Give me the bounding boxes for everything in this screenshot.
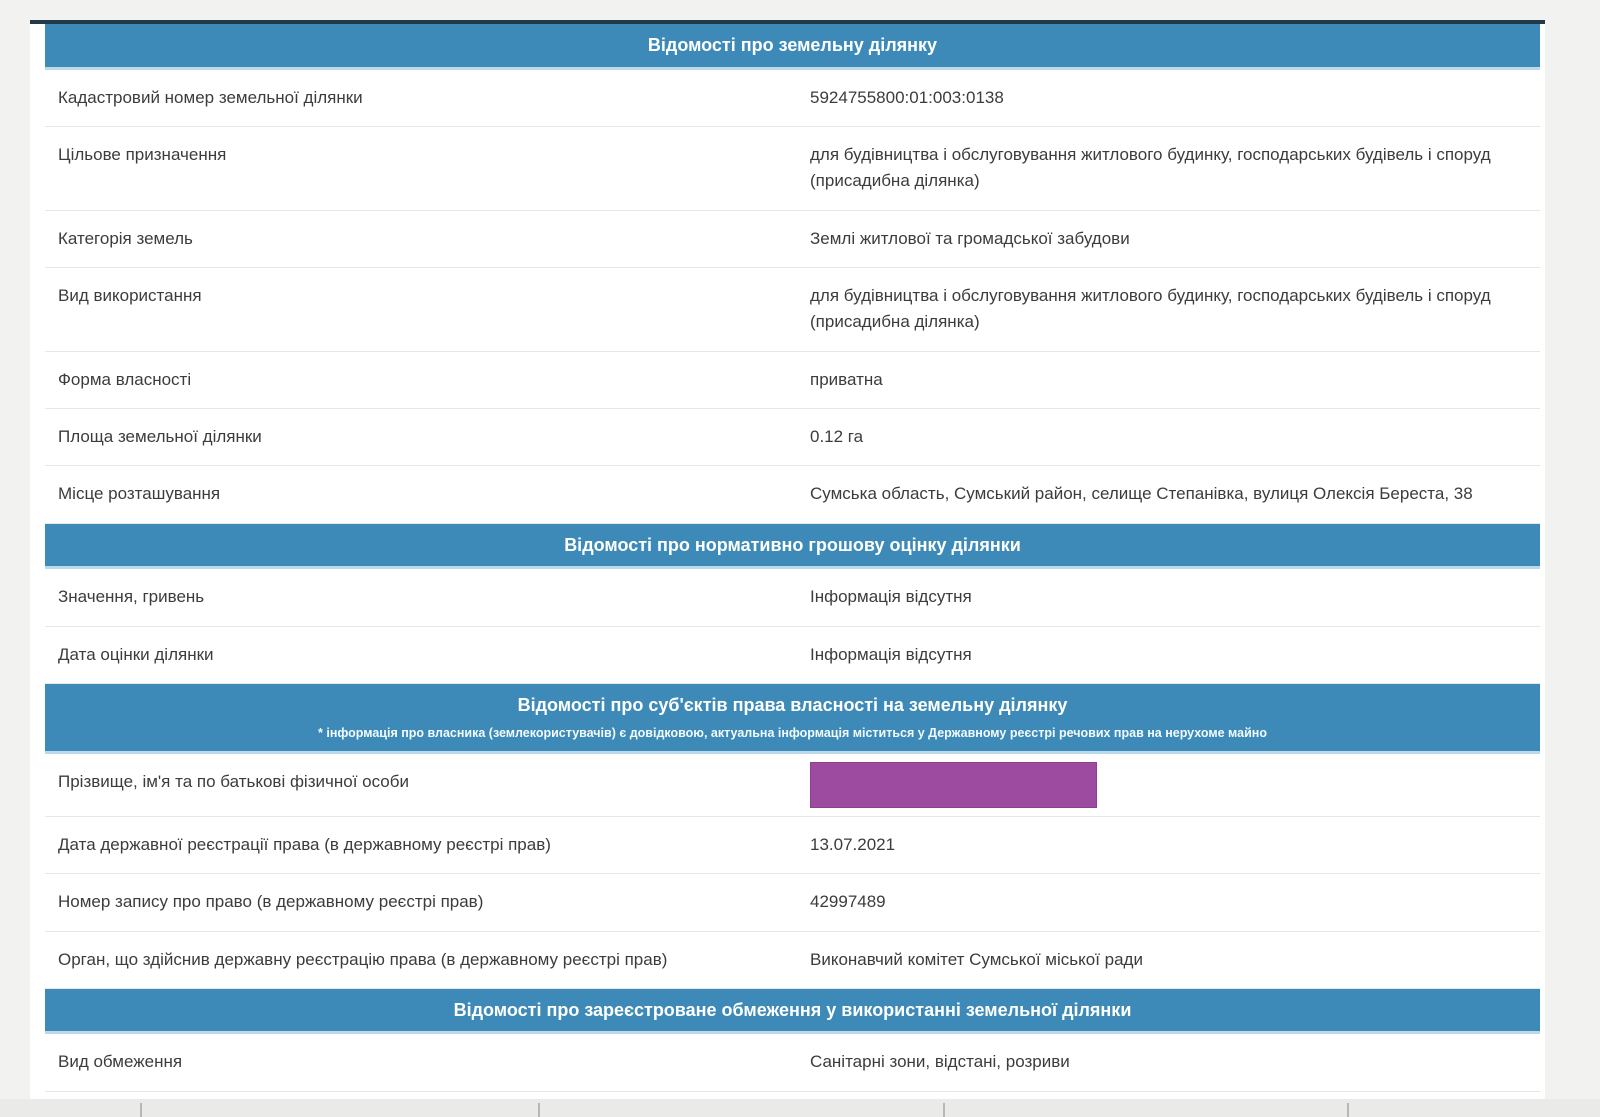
redacted-owner-name-block	[810, 761, 1097, 808]
row-label: Значення, гривень	[58, 587, 205, 607]
section-title: Відомості про зареєстроване обмеження у …	[453, 999, 1132, 1020]
section-subtitle: * інформація про власника (землекористув…	[318, 725, 1267, 740]
land-plot-info-card: Відомості про земельну ділянку Кадастров…	[30, 20, 1545, 1117]
row-label: Дата державної реєстрації права (в держа…	[58, 834, 551, 854]
row-value: 5924755800:01:003:0138	[810, 87, 1004, 107]
table-row-designated-purpose: Цільове призначення для будівництва і об…	[45, 126, 1540, 211]
table-row-cadastral-number: Кадастровий номер земельної ділянки 5924…	[45, 69, 1540, 127]
section-title: Відомості про земельну ділянку	[647, 35, 938, 55]
table-row-restriction-type: Вид обмеження Санітарні зони, відстані, …	[45, 1034, 1540, 1092]
row-label: Вид використання	[58, 285, 202, 305]
section-title: Відомості про суб'єктів права власності …	[517, 694, 1068, 715]
section-header-owners: Відомості про суб'єктів права власності …	[45, 683, 1540, 754]
table-row-owner-name: Прізвище, ім'я та по батькові фізичної о…	[45, 753, 1540, 817]
row-label: Орган, що здійснив державну реєстрацію п…	[58, 949, 668, 969]
row-value: 42997489	[810, 892, 886, 912]
table-row-ownership-form: Форма власності приватна	[45, 351, 1540, 409]
table-row-record-number: Номер запису про право (в державному реє…	[45, 874, 1540, 932]
table-row-registration-authority: Орган, що здійснив державну реєстрацію п…	[45, 931, 1540, 989]
table-row-use-type: Вид використання для будівництва і обслу…	[45, 267, 1540, 352]
row-value: Санітарні зони, відстані, розриви	[810, 1052, 1070, 1072]
row-value: Сумська область, Сумський район, селище …	[810, 484, 1473, 504]
column-tick	[140, 1103, 142, 1117]
row-label: Категорія земель	[58, 228, 193, 248]
section-header-valuation: Відомості про нормативно грошову оцінку …	[45, 523, 1540, 570]
table-row-location: Місце розташування Сумська область, Сумс…	[45, 466, 1540, 524]
section-header-land-plot: Відомості про земельну ділянку	[45, 24, 1540, 70]
section-title: Відомості про нормативно грошову оцінку …	[564, 534, 1021, 555]
table-row-registration-date: Дата державної реєстрації права (в держа…	[45, 816, 1540, 875]
row-label: Місце розташування	[58, 484, 221, 504]
row-value: 0.12 га	[810, 427, 864, 446]
row-label: Вид обмеження	[58, 1052, 183, 1072]
row-value: приватна	[810, 369, 883, 389]
column-tick	[538, 1103, 540, 1117]
table-row-valuation-value: Значення, гривень Інформація відсутня	[45, 569, 1540, 627]
row-value: Виконавчий комітет Сумської міської ради	[810, 949, 1143, 969]
row-value: Інформація відсутня	[810, 644, 972, 664]
row-label: Прізвище, ім'я та по батькові фізичної о…	[58, 771, 409, 791]
table-row-area: Площа земельної ділянки 0.12 га	[45, 409, 1540, 467]
bottom-strip	[0, 1099, 1600, 1117]
table-row-valuation-date: Дата оцінки ділянки Інформація відсутня	[45, 626, 1540, 684]
row-label: Форма власності	[58, 369, 192, 389]
row-value: для будівництва і обслуговування житлово…	[810, 144, 1491, 191]
row-value: для будівництва і обслуговування житлово…	[810, 285, 1491, 332]
row-label: Номер запису про право (в державному реє…	[58, 892, 484, 912]
column-tick	[1347, 1103, 1349, 1117]
row-value	[800, 754, 1540, 816]
column-tick	[943, 1103, 945, 1117]
row-label: Площа земельної ділянки	[58, 427, 262, 446]
land-plot-table: Відомості про земельну ділянку Кадастров…	[45, 24, 1540, 1117]
section-header-restrictions: Відомості про зареєстроване обмеження у …	[45, 988, 1540, 1035]
row-value: 13.07.2021	[810, 834, 896, 854]
row-label: Кадастровий номер земельної ділянки	[58, 87, 363, 107]
table-row-land-category: Категорія земель Землі житлової та грома…	[45, 210, 1540, 268]
row-value: Інформація відсутня	[810, 587, 972, 607]
row-value: Землі житлової та громадської забудови	[810, 228, 1130, 248]
row-label: Цільове призначення	[58, 144, 227, 164]
row-label: Дата оцінки ділянки	[58, 644, 214, 664]
